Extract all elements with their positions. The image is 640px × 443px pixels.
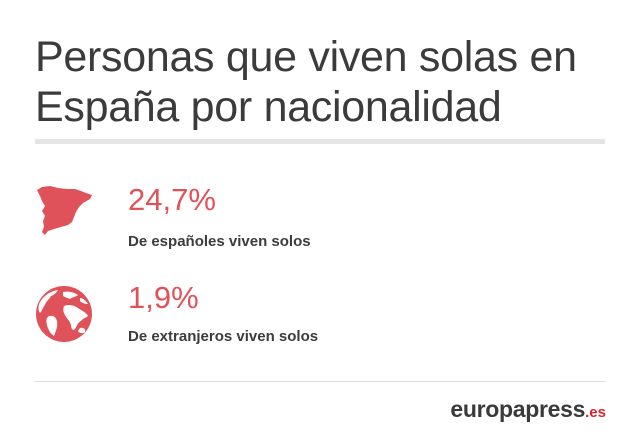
top-divider [35,139,605,144]
title-line-1: Personas que viven solas en [35,33,577,81]
stat-value-foreigners: 1,9% [128,280,199,315]
page-title: Personas que viven solas en España por n… [35,32,625,132]
stat-description-foreigners: De extranjeros viven solos [128,328,319,345]
globe-icon [34,284,94,344]
logo-tld: .es [585,404,606,421]
title-line-2: España por nacionalidad [35,83,502,131]
logo-brand: europapress [450,396,586,422]
europapress-logo: europapress.es [450,396,606,423]
stat-value-spaniards: 24,7% [128,182,216,217]
bottom-divider [35,381,605,382]
spain-map-icon [34,185,94,237]
stat-description-spaniards: De españoles viven solos [128,233,311,250]
